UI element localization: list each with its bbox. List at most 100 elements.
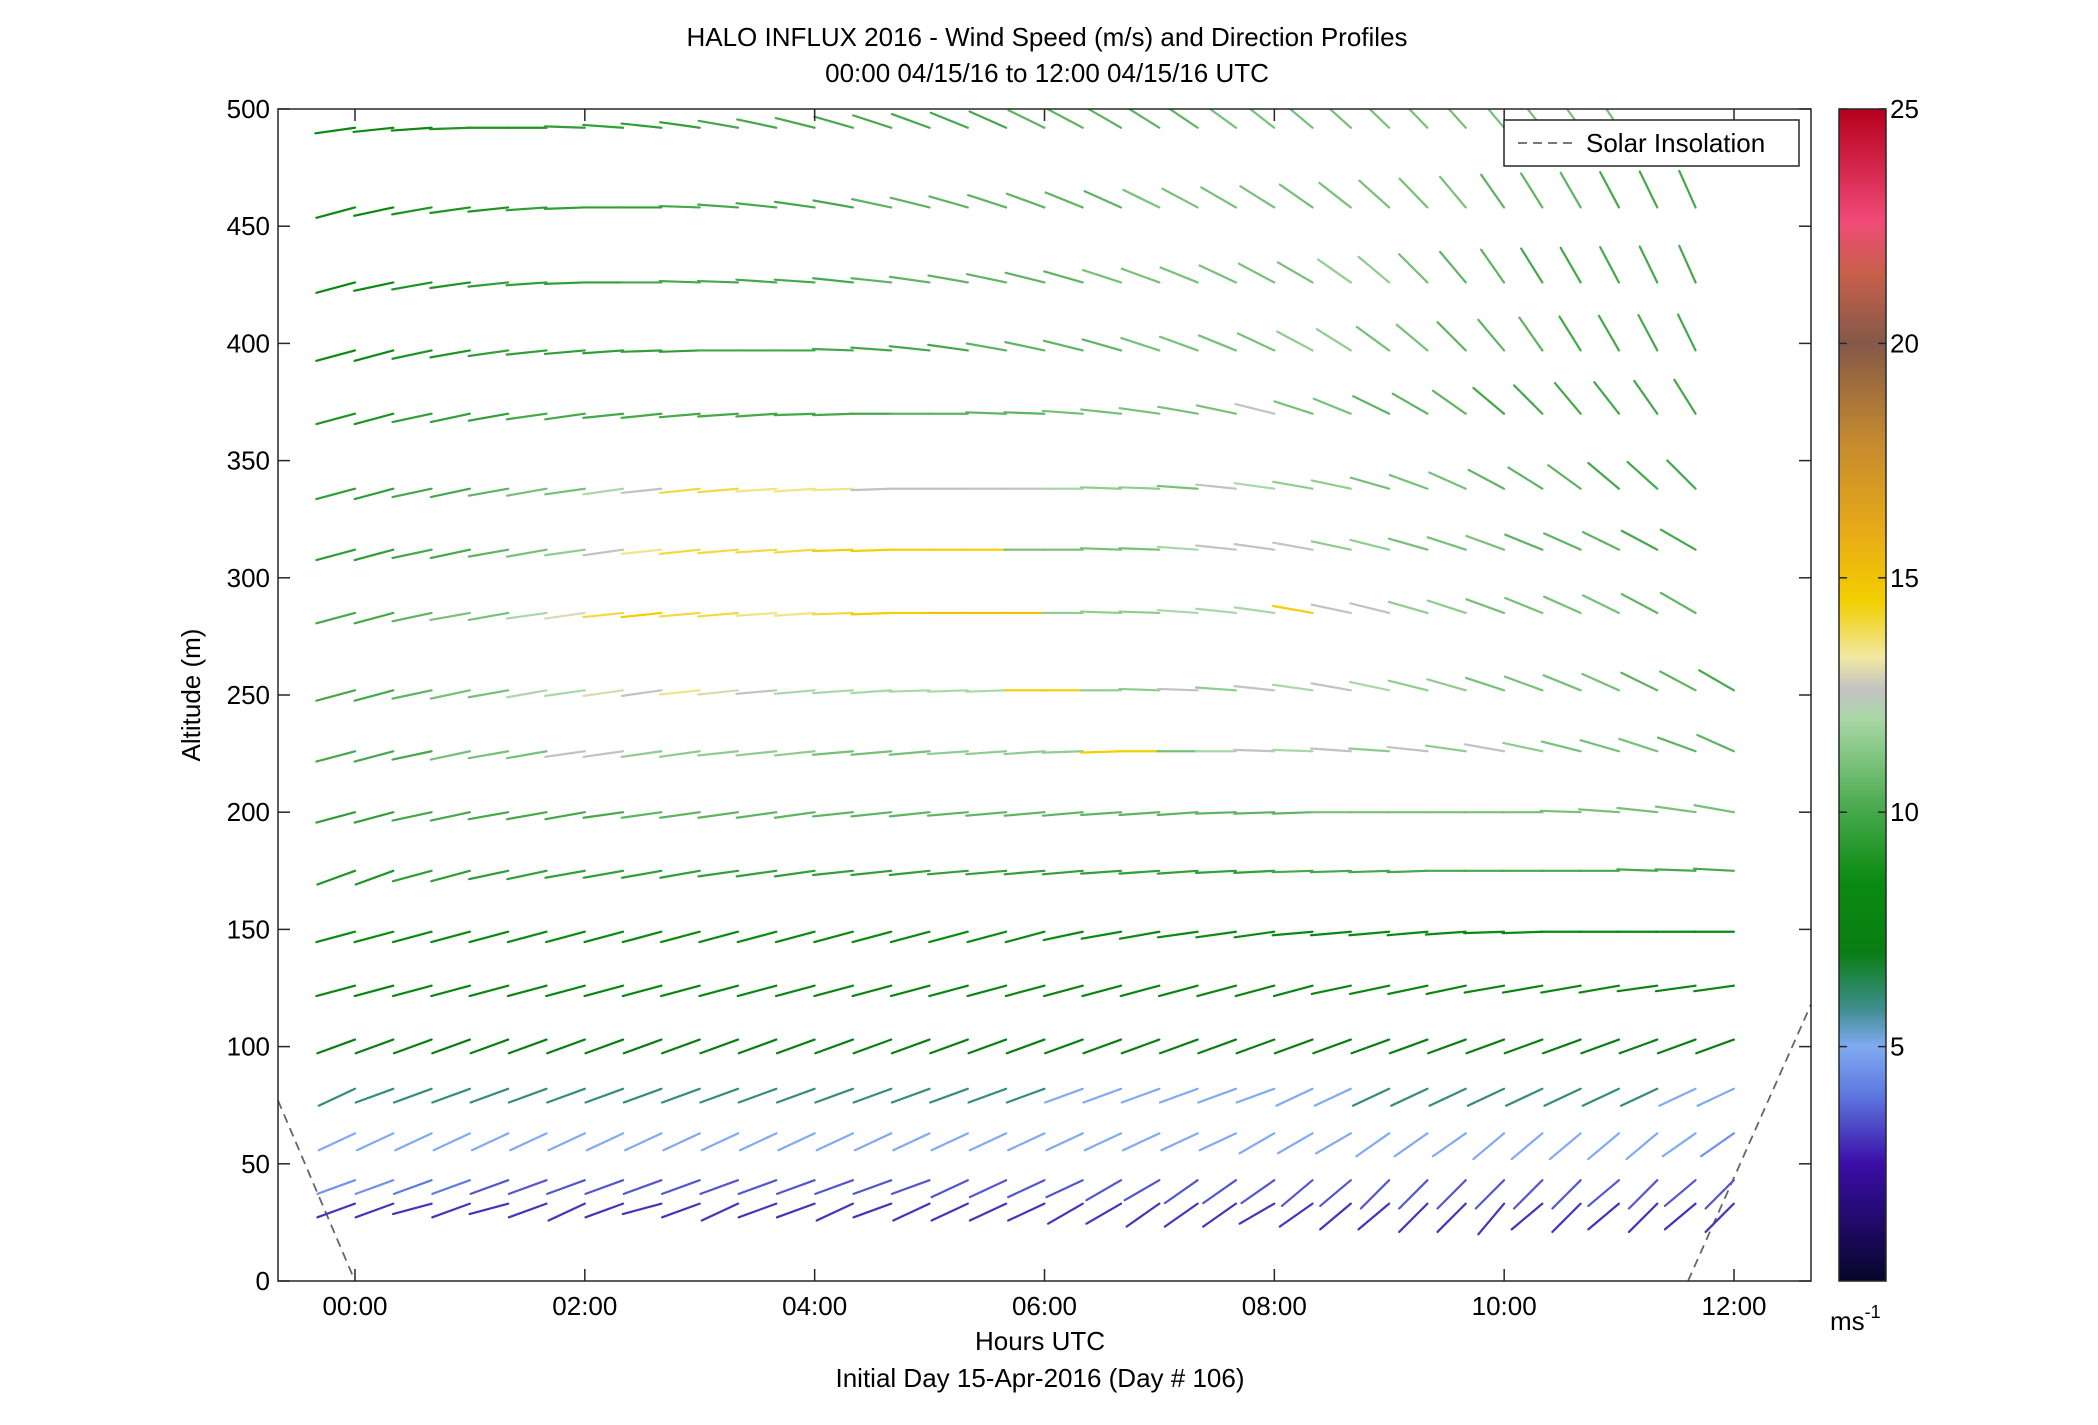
wind-barb: [1197, 1087, 1238, 1104]
wind-barb: [889, 984, 931, 998]
wind-barb: [1426, 678, 1467, 692]
wind-barb: [890, 1087, 931, 1104]
wind-barb: [468, 1202, 510, 1216]
wind-barb: [1477, 318, 1506, 352]
wind-barb: [1118, 486, 1161, 490]
wind-barb: [700, 1202, 740, 1222]
wind-barb: [850, 277, 893, 284]
wind-barb: [1388, 473, 1429, 490]
wind-barb: [1558, 315, 1582, 352]
wind-barb: [1278, 1202, 1314, 1228]
wind-barb: [545, 930, 586, 944]
wind-barb: [773, 278, 816, 284]
wind-barb: [1163, 1202, 1199, 1228]
wind-barb: [1208, 109, 1238, 129]
wind-barb: [544, 689, 586, 697]
wind-barb: [965, 411, 1008, 415]
wind-barb: [1368, 109, 1391, 129]
wind-barb: [697, 611, 740, 618]
wind-barb: [1512, 1179, 1544, 1210]
wind-barb: [428, 126, 472, 131]
wind-barb: [1156, 484, 1199, 490]
wind-barb: [507, 1202, 548, 1219]
wind-barb: [1156, 930, 1199, 939]
wind-barb: [582, 487, 625, 496]
wind-barb: [1083, 1132, 1123, 1152]
wind-barb: [392, 1087, 433, 1104]
wind-barb: [1195, 404, 1238, 415]
wind-barb: [1313, 1087, 1352, 1107]
wind-barb: [1272, 604, 1314, 615]
wind-barb: [852, 1087, 893, 1104]
wind-barb: [1395, 323, 1429, 352]
wind-barb: [735, 487, 778, 493]
wind-barb: [544, 611, 586, 620]
wind-barb: [1315, 328, 1352, 352]
wind-barb: [1477, 1202, 1506, 1236]
wind-barb: [1616, 868, 1659, 872]
wind-barb: [1349, 602, 1391, 615]
wind-barb: [620, 611, 663, 619]
wind-barb: [1041, 750, 1084, 754]
wind-barb: [775, 1038, 816, 1055]
wind-barb: [1393, 1132, 1429, 1158]
wind-barb: [1239, 185, 1276, 209]
wind-barb: [928, 930, 969, 944]
wind-barb: [930, 1179, 969, 1199]
wind-barb: [1599, 171, 1621, 209]
wind-barb: [661, 1179, 701, 1195]
wind-barb: [1348, 747, 1391, 753]
wind-barb: [315, 930, 357, 944]
wind-barb: [735, 689, 778, 695]
wind-barb: [1195, 483, 1238, 490]
wind-barb: [775, 1087, 816, 1104]
wind-barb: [888, 689, 931, 693]
wind-barb: [888, 750, 931, 756]
wind-barb: [697, 203, 740, 209]
wind-barb: [392, 1179, 433, 1195]
wind-barb: [1659, 670, 1697, 692]
wind-barb: [431, 1202, 472, 1219]
wind-barb: [1004, 341, 1046, 352]
colorbar-unit: ms-1: [1830, 1302, 1881, 1336]
wind-barb: [1200, 186, 1238, 209]
wind-barb: [546, 1087, 586, 1104]
wind-barb: [1312, 397, 1352, 415]
wind-barb: [1387, 600, 1429, 615]
wind-barb: [1045, 1132, 1084, 1152]
wind-barb: [1696, 1087, 1735, 1107]
wind-barb: [429, 412, 472, 424]
wind-barb: [620, 750, 663, 758]
wind-barb: [1081, 268, 1123, 284]
wind-barb: [544, 487, 586, 496]
wind-barb: [1357, 1202, 1391, 1231]
wind-barb: [1627, 1179, 1659, 1210]
wind-barb: [888, 345, 931, 352]
colorbar-tick-label: 15: [1890, 563, 1919, 593]
wind-barb: [889, 196, 931, 209]
wind-barb: [966, 930, 1008, 944]
wind-barb: [1086, 109, 1123, 129]
wind-barb: [967, 1038, 1008, 1055]
wind-barb: [1355, 1132, 1391, 1158]
wind-barb: [811, 487, 855, 492]
wind-barb: [697, 811, 740, 819]
wind-barb: [1271, 811, 1314, 815]
wind-barb: [1121, 1132, 1161, 1152]
wind-barb: [697, 487, 740, 494]
wind-barb: [699, 1179, 740, 1195]
wind-barb: [1046, 1202, 1084, 1225]
wind-barb: [774, 984, 816, 998]
wind-barb: [1003, 811, 1046, 817]
wind-barb: [1704, 1202, 1735, 1234]
wind-barb: [1587, 461, 1621, 490]
wind-barb: [1464, 676, 1506, 692]
wind-barb: [1620, 593, 1659, 615]
colorbar-tick-label: 10: [1890, 797, 1919, 827]
wind-barb: [736, 118, 778, 129]
wind-barb: [1044, 1087, 1084, 1104]
wind-barb: [888, 869, 931, 877]
wind-barb: [1666, 459, 1697, 490]
wind-barb: [1543, 532, 1582, 551]
wind-barb: [505, 412, 548, 421]
